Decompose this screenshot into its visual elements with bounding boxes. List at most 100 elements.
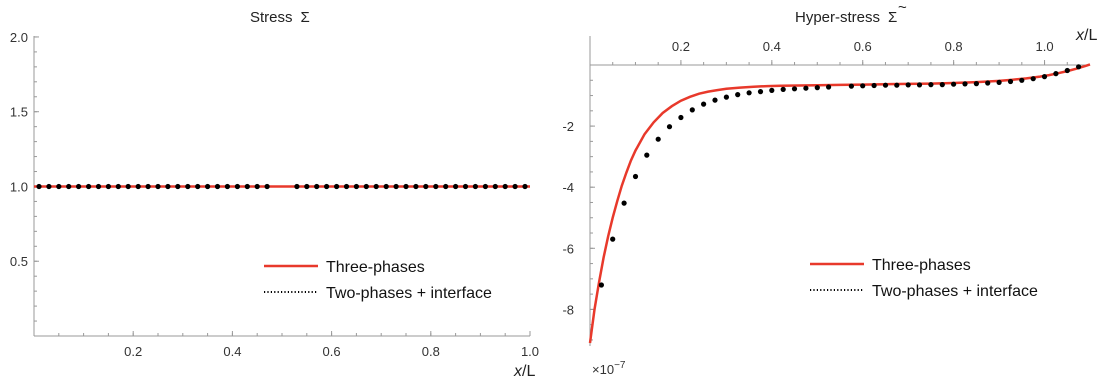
series-point-two-phases bbox=[769, 87, 775, 93]
series-point-two-phases bbox=[482, 183, 488, 190]
series-point-two-phases bbox=[175, 183, 181, 190]
series-point-two-phases bbox=[1030, 76, 1036, 82]
hyper-stress-chart: Hyper-stress Σ ~ 0.2 0.4 0.6 0.8 1.0-2-4-6-8 … bbox=[562, 0, 1097, 377]
series-point-two-phases bbox=[610, 236, 616, 242]
series-point-two-phases bbox=[598, 282, 605, 288]
stress-legend: Three-phases Two-phases + interface bbox=[264, 259, 492, 302]
series-point-two-phases bbox=[973, 81, 980, 87]
y-tick-label: -6 bbox=[562, 241, 574, 256]
stress-series bbox=[34, 183, 530, 190]
series-point-two-phases bbox=[95, 183, 102, 190]
y-tick-label: -2 bbox=[562, 119, 574, 134]
stress-chart-title: Stress Σ bbox=[250, 9, 310, 26]
series-point-two-phases bbox=[462, 183, 469, 190]
series-point-two-phases bbox=[334, 183, 340, 190]
series-point-two-phases bbox=[814, 85, 820, 91]
hyper-series bbox=[588, 63, 1091, 344]
hyper-stress-chart-title: Hyper-stress Σ bbox=[795, 9, 897, 26]
y-tick-label: 0.5 bbox=[10, 254, 28, 269]
series-point-two-phases bbox=[76, 183, 82, 190]
x-tick-label: 1.0 bbox=[521, 344, 539, 359]
legend-label-three-phases: Three-phases bbox=[326, 259, 425, 276]
x-tick-label: 0.8 bbox=[422, 344, 440, 359]
series-point-two-phases bbox=[373, 183, 379, 190]
x-tick-label: 0.8 bbox=[945, 39, 963, 54]
series-point-two-phases bbox=[383, 183, 389, 190]
series-point-two-phases bbox=[1064, 67, 1070, 74]
series-point-two-phases bbox=[712, 97, 718, 103]
series-point-two-phases bbox=[678, 114, 684, 121]
legend-label-three-phases: Three-phases bbox=[872, 257, 971, 274]
series-point-two-phases bbox=[135, 183, 141, 190]
series-point-two-phases bbox=[214, 183, 221, 190]
y-tick-label: 1.0 bbox=[10, 179, 28, 194]
series-point-two-phases bbox=[185, 183, 191, 190]
series-point-two-phases bbox=[701, 101, 707, 107]
stress-chart: Stress Σ 0.2 0.4 0.6 0.8 1.00.51.01.52.0 x/L … bbox=[10, 9, 539, 380]
hyper-y-multiplier: ×10−7 bbox=[592, 360, 626, 377]
series-point-two-phases bbox=[195, 183, 201, 190]
series-point-two-phases bbox=[224, 183, 230, 190]
series-point-two-phases bbox=[644, 152, 650, 158]
series-point-two-phases bbox=[1007, 78, 1014, 85]
series-point-two-phases bbox=[254, 183, 260, 190]
legend-label-two-phases: Two-phases + interface bbox=[872, 283, 1038, 300]
series-point-two-phases bbox=[294, 183, 300, 190]
x-tick-label: 0.4 bbox=[223, 344, 241, 359]
series-point-two-phases bbox=[894, 82, 900, 88]
stress-tick-labels: 0.2 0.4 0.6 0.8 1.0 0.5 1.0 1.5 2.0 bbox=[10, 30, 539, 359]
series-point-two-phases bbox=[244, 183, 250, 190]
series-point-two-phases bbox=[66, 183, 72, 190]
series-point-two-phases bbox=[443, 183, 449, 190]
series-point-two-phases bbox=[413, 183, 419, 190]
series-point-two-phases bbox=[512, 183, 518, 190]
series-point-two-phases bbox=[757, 89, 764, 95]
series-point-two-phases bbox=[115, 183, 121, 190]
x-tick-label: 0.2 bbox=[672, 39, 690, 54]
series-point-two-phases bbox=[403, 183, 409, 190]
series-point-two-phases bbox=[985, 80, 991, 86]
series-point-two-phases bbox=[165, 183, 171, 190]
series-point-two-phases bbox=[632, 173, 639, 180]
series-point-two-phases bbox=[791, 86, 798, 92]
series-point-two-phases bbox=[145, 183, 151, 190]
series-point-two-phases bbox=[155, 183, 161, 190]
series-point-two-phases bbox=[36, 183, 42, 190]
series-point-two-phases bbox=[621, 200, 627, 206]
stress-tick-marks bbox=[34, 36, 531, 336]
series-point-two-phases bbox=[522, 183, 528, 190]
series-point-two-phases bbox=[343, 183, 350, 190]
hyper-legend: Three-phases Two-phases + interface bbox=[810, 257, 1038, 300]
legend-label-two-phases: Two-phases + interface bbox=[326, 285, 492, 302]
series-point-two-phases bbox=[393, 183, 399, 190]
series-point-two-phases bbox=[1019, 77, 1025, 83]
x-tick-label: 0.6 bbox=[854, 39, 872, 54]
series-point-two-phases bbox=[234, 183, 240, 190]
series-point-two-phases bbox=[928, 82, 934, 88]
series-point-two-phases bbox=[353, 183, 359, 190]
series-point-two-phases bbox=[871, 82, 877, 89]
series-point-two-phases bbox=[951, 81, 957, 87]
series-point-two-phases bbox=[492, 183, 498, 190]
hyper-stress-title-accent: ~ bbox=[898, 0, 907, 16]
x-tick-label: 0.2 bbox=[124, 344, 142, 359]
series-point-two-phases bbox=[472, 183, 478, 190]
series-point-two-phases bbox=[1053, 71, 1059, 77]
series-point-two-phases bbox=[916, 82, 923, 88]
series-point-two-phases bbox=[433, 183, 439, 190]
series-point-two-phases bbox=[56, 183, 62, 190]
series-point-two-phases bbox=[666, 124, 673, 130]
series-point-two-phases bbox=[125, 183, 131, 190]
series-point-two-phases bbox=[939, 82, 945, 88]
y-tick-label: 2.0 bbox=[10, 30, 28, 45]
series-point-two-phases bbox=[453, 183, 459, 190]
hyper-tick-labels: 0.2 0.4 0.6 0.8 1.0 -2 -4 -6 -8 bbox=[562, 39, 1053, 317]
series-point-two-phases bbox=[205, 183, 211, 190]
series-point-two-phases bbox=[689, 107, 695, 113]
series-point-two-phases bbox=[314, 183, 320, 190]
series-point-two-phases bbox=[502, 183, 508, 190]
series-point-two-phases bbox=[746, 90, 752, 96]
series-point-two-phases bbox=[735, 92, 741, 98]
series-point-two-phases bbox=[1041, 74, 1048, 80]
series-point-two-phases bbox=[962, 81, 968, 87]
